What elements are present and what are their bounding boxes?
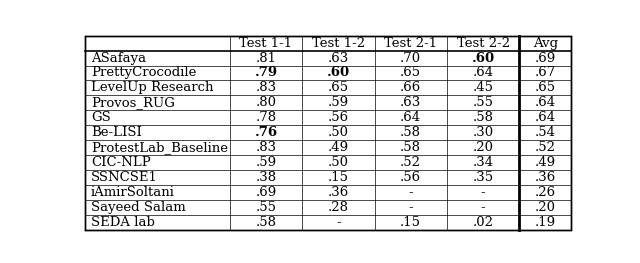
Text: Be-LISI: Be-LISI: [91, 126, 142, 139]
Text: .64: .64: [534, 97, 556, 109]
Text: Test 1-1: Test 1-1: [239, 37, 292, 50]
Text: SEDA lab: SEDA lab: [91, 216, 155, 229]
Text: .63: .63: [328, 52, 349, 64]
Text: .45: .45: [472, 82, 493, 94]
Text: .55: .55: [255, 201, 276, 214]
Text: Sayeed Salam: Sayeed Salam: [91, 201, 186, 214]
Text: .65: .65: [328, 82, 349, 94]
Text: .35: .35: [472, 171, 493, 184]
Text: .52: .52: [400, 156, 421, 169]
Text: .50: .50: [328, 126, 349, 139]
Text: .15: .15: [328, 171, 349, 184]
Text: .02: .02: [472, 216, 493, 229]
Text: .64: .64: [400, 111, 421, 124]
Text: .67: .67: [534, 67, 556, 79]
Text: LevelUp Research: LevelUp Research: [91, 82, 213, 94]
Text: .66: .66: [400, 82, 421, 94]
Text: .70: .70: [400, 52, 421, 64]
Text: Test 2-1: Test 2-1: [384, 37, 437, 50]
Text: .38: .38: [255, 171, 276, 184]
Text: .58: .58: [400, 141, 421, 154]
Text: .65: .65: [400, 67, 421, 79]
Text: .52: .52: [534, 141, 556, 154]
Text: .19: .19: [534, 216, 556, 229]
Text: .60: .60: [327, 67, 350, 79]
Text: .59: .59: [255, 156, 276, 169]
Text: .49: .49: [534, 156, 556, 169]
Text: iAmirSoltani: iAmirSoltani: [91, 186, 175, 199]
Text: .20: .20: [472, 141, 493, 154]
Text: -: -: [336, 216, 340, 229]
Text: .36: .36: [328, 186, 349, 199]
Text: .64: .64: [534, 111, 556, 124]
Text: .50: .50: [328, 156, 349, 169]
Text: .49: .49: [328, 141, 349, 154]
Text: .58: .58: [472, 111, 493, 124]
Text: Provos_RUG: Provos_RUG: [91, 97, 175, 109]
Text: .63: .63: [400, 97, 421, 109]
Text: .36: .36: [534, 171, 556, 184]
Text: .59: .59: [328, 97, 349, 109]
Text: GS: GS: [91, 111, 111, 124]
Text: .69: .69: [534, 52, 556, 64]
Text: PrettyCrocodile: PrettyCrocodile: [91, 67, 196, 79]
Text: .20: .20: [534, 201, 556, 214]
Text: .76: .76: [254, 126, 278, 139]
Text: .54: .54: [534, 126, 556, 139]
Text: .28: .28: [328, 201, 349, 214]
Text: .64: .64: [472, 67, 493, 79]
Text: .30: .30: [472, 126, 493, 139]
Text: .65: .65: [534, 82, 556, 94]
Text: .58: .58: [255, 216, 276, 229]
Text: CIC-NLP: CIC-NLP: [91, 156, 150, 169]
Text: -: -: [481, 201, 486, 214]
Text: .26: .26: [534, 186, 556, 199]
Text: .79: .79: [254, 67, 278, 79]
Text: ASafaya: ASafaya: [91, 52, 146, 64]
Text: .78: .78: [255, 111, 276, 124]
Text: .15: .15: [400, 216, 421, 229]
Text: -: -: [481, 186, 486, 199]
Text: Test 1-2: Test 1-2: [312, 37, 365, 50]
Text: ProtestLab_Baseline: ProtestLab_Baseline: [91, 141, 228, 154]
Text: .83: .83: [255, 141, 276, 154]
Text: Avg: Avg: [532, 37, 557, 50]
Text: .56: .56: [328, 111, 349, 124]
Text: -: -: [408, 201, 413, 214]
Text: -: -: [408, 186, 413, 199]
Text: .34: .34: [472, 156, 493, 169]
Text: .69: .69: [255, 186, 276, 199]
Text: .80: .80: [255, 97, 276, 109]
Text: Test 2-2: Test 2-2: [456, 37, 509, 50]
Text: .60: .60: [472, 52, 495, 64]
Text: .83: .83: [255, 82, 276, 94]
Text: .58: .58: [400, 126, 421, 139]
Text: SSNCSE1: SSNCSE1: [91, 171, 158, 184]
Text: .81: .81: [255, 52, 276, 64]
Text: .55: .55: [472, 97, 493, 109]
Text: .56: .56: [400, 171, 421, 184]
